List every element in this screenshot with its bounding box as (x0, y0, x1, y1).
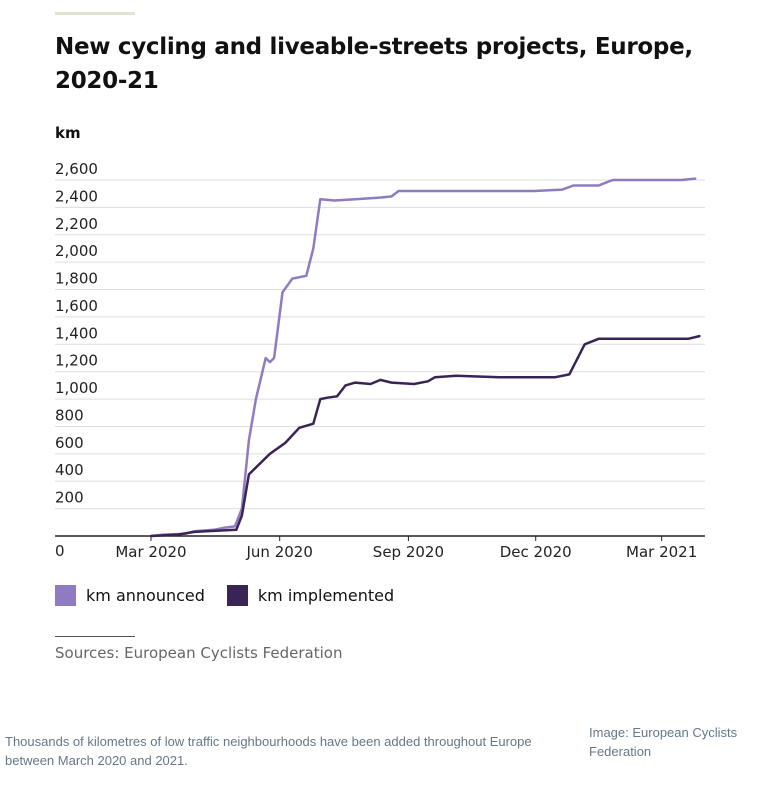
y-tick-label: 200 (55, 489, 84, 507)
y-tick-label: 1,000 (55, 379, 98, 397)
y-tick-label: 2,600 (55, 160, 98, 178)
chart-title: New cycling and liveable-streets project… (55, 34, 693, 94)
y-axis-unit-label: km (55, 124, 81, 142)
x-tick-label: Dec 2020 (500, 543, 572, 561)
y-tick-label: 600 (55, 434, 84, 452)
y-tick-label: 2,000 (55, 242, 98, 260)
legend-item-announced: km announced (55, 585, 205, 606)
legend-label-announced: km announced (86, 586, 205, 605)
y-tick-label: 0 (55, 542, 65, 560)
y-tick-label: 2,400 (55, 187, 98, 205)
legend-label-implemented: km implemented (257, 586, 395, 605)
y-tick-label: 1,800 (55, 270, 98, 288)
series-line-km-implemented (149, 334, 701, 538)
x-tick-label: Mar 2021 (626, 543, 697, 561)
y-tick-label: 1,600 (55, 297, 98, 315)
legend-swatch-announced (55, 585, 76, 606)
top-accent-rule (55, 12, 135, 15)
legend-swatch-implemented (226, 585, 248, 606)
y-tick-label: 2,200 (55, 215, 98, 233)
legend-item-implemented: km implemented (226, 585, 395, 606)
y-tick-label: 1,200 (55, 352, 98, 370)
sources-note: Sources: European Cyclists Federation (55, 644, 343, 662)
y-tick-label: 400 (55, 461, 84, 479)
series-line-km-announced (149, 177, 697, 538)
image-credit: Image: European Cyclists Federation (589, 725, 738, 759)
article-caption: Thousands of kilometres of low traffic n… (5, 734, 532, 768)
x-tick-label: Mar 2020 (115, 543, 186, 561)
y-tick-label: 800 (55, 406, 84, 424)
x-tick-label: Jun 2020 (246, 543, 313, 561)
y-tick-label: 1,400 (55, 324, 98, 342)
sources-divider (55, 636, 135, 637)
chart-legend: km announced km implemented (55, 585, 416, 606)
line-chart: 0 200 400 600 800 1,000 1,200 1,400 1,600 1,800 2,… (55, 160, 705, 561)
x-tick-label: Sep 2020 (373, 543, 444, 561)
